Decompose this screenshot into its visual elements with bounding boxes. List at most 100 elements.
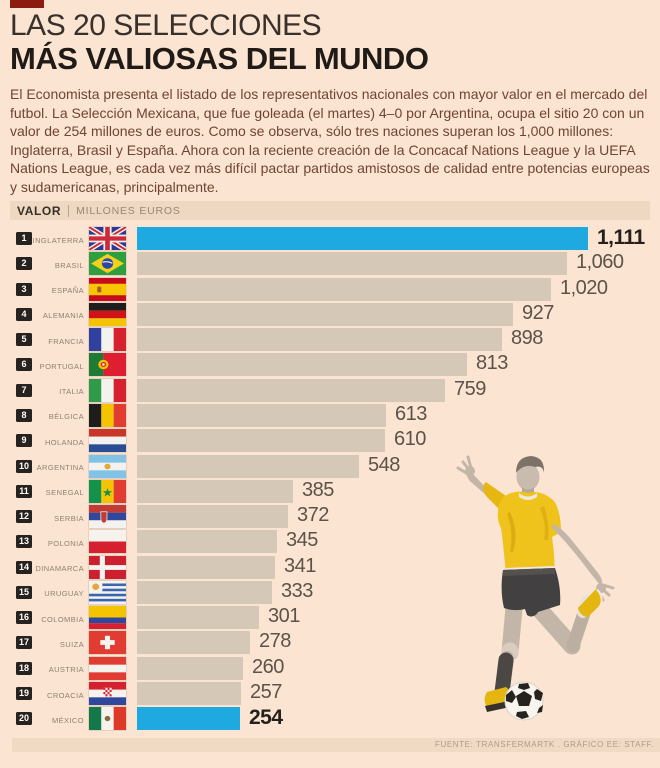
value-label: 278 — [259, 630, 291, 653]
country-label: SERBIA — [54, 513, 84, 523]
chart-header-strip: VALOR MILLONES EUROS — [10, 201, 650, 220]
value-bar — [137, 530, 277, 554]
units-label: MILLONES EUROS — [76, 204, 181, 217]
rank-badge: 2 — [16, 257, 32, 271]
italy-flag-icon — [89, 378, 126, 402]
chart-row-croacia: 19 CROACIA 257 — [0, 681, 660, 706]
chart-row-senegal: 11 SENEGAL 385 — [0, 478, 660, 503]
value-bar — [137, 302, 513, 326]
france-flag-icon — [89, 328, 126, 352]
country-label: ESPAÑA — [51, 286, 84, 296]
argentina-flag-icon — [89, 454, 126, 478]
rank-badge: 14 — [16, 560, 32, 574]
chart-row-italia: 7 ITALIA 759 — [0, 377, 660, 402]
denmark-flag-icon — [89, 555, 126, 579]
rank-badge: 5 — [16, 333, 32, 347]
value-bar — [137, 403, 386, 427]
header-divider — [68, 204, 70, 217]
serbia-flag-icon — [89, 505, 126, 529]
value-label: 345 — [286, 529, 318, 552]
germany-flag-icon — [89, 302, 126, 326]
uruguay-flag-icon — [89, 580, 126, 604]
chart-row-uruguay: 15 URUGUAY 333 — [0, 579, 660, 604]
rank-badge: 8 — [16, 408, 32, 422]
source-credit: FUENTE: TRANSFERMARTK . GRÁFICO EE: STAF… — [12, 738, 660, 752]
country-label: INGLATERRA — [32, 235, 84, 245]
country-label: DINAMARCA — [35, 564, 84, 574]
chart-row-portugal: 6 PORTUGAL 813 — [0, 352, 660, 377]
value-label: 260 — [252, 655, 284, 678]
country-label: HOLANDA — [44, 437, 84, 447]
soccer-player-graphic — [456, 455, 615, 721]
netherlands-flag-icon — [89, 429, 126, 453]
chart-row-serbia: 12 SERBIA 372 — [0, 504, 660, 529]
chart-row-polonia: 13 POLONIA 345 — [0, 529, 660, 554]
brazil-flag-icon — [89, 252, 126, 276]
rank-badge: 1 — [16, 232, 32, 245]
value-label: 548 — [368, 453, 400, 476]
value-bar — [137, 328, 502, 352]
chart-row-austria: 18 AUSTRIA 260 — [0, 655, 660, 680]
value-label: 257 — [250, 681, 282, 704]
value-bar — [137, 429, 385, 453]
rank-badge: 16 — [16, 611, 32, 625]
value-bar — [137, 555, 275, 579]
value-label: 927 — [522, 301, 554, 324]
value-label: 385 — [302, 478, 334, 501]
value-label: 333 — [281, 579, 313, 602]
value-label: 759 — [454, 377, 486, 400]
value-label: 341 — [284, 554, 316, 577]
value-bar — [137, 378, 445, 402]
value-bar — [137, 631, 250, 655]
country-label: CROACIA — [47, 690, 84, 700]
uk-flag-icon — [89, 227, 126, 250]
country-label: BRASIL — [54, 260, 84, 270]
value-label: 1,020 — [560, 276, 608, 299]
value-bar — [137, 252, 567, 276]
chart-row-holanda: 9 HOLANDA 610 — [0, 428, 660, 453]
value-bar — [137, 656, 243, 680]
value-label: 1,060 — [576, 251, 624, 274]
chart-row-francia: 5 FRANCIA 898 — [0, 327, 660, 352]
rank-badge: 19 — [16, 687, 32, 701]
belgium-flag-icon — [89, 403, 126, 427]
value-bar — [137, 227, 588, 250]
country-label: AUSTRIA — [48, 665, 84, 675]
colombia-flag-icon — [89, 606, 126, 630]
value-label-heading: VALOR — [17, 203, 62, 218]
rank-badge: 15 — [16, 585, 32, 599]
spain-flag-icon — [89, 277, 126, 301]
rank-badge: 13 — [16, 535, 32, 549]
chart-row-dinamarca: 14 DINAMARCA 341 — [0, 554, 660, 579]
rank-badge: 9 — [16, 434, 32, 448]
rank-badge: 7 — [16, 383, 32, 397]
country-label: POLONIA — [47, 538, 84, 548]
value-bar — [137, 454, 359, 478]
value-label: 813 — [476, 352, 508, 375]
poland-flag-icon — [89, 530, 126, 554]
austria-flag-icon — [89, 656, 126, 680]
intro-paragraph: El Economista presenta el listado de los… — [10, 86, 650, 195]
country-label: ALEMANIA — [42, 311, 84, 321]
chart-row-méxico: 20 MÉXICO 254 — [0, 706, 660, 731]
croatia-flag-icon — [89, 682, 126, 706]
value-label: 613 — [395, 402, 427, 425]
title-line-1: LAS 20 SELECCIONES — [10, 9, 322, 42]
value-bar — [137, 682, 241, 706]
title-line-2: MÁS VALIOSAS DEL MUNDO — [10, 41, 429, 76]
value-label: 254 — [249, 706, 283, 730]
value-label: 610 — [394, 428, 426, 451]
senegal-flag-icon — [89, 479, 126, 503]
chart-row-argentina: 10 ARGENTINA 548 — [0, 453, 660, 478]
rank-badge: 20 — [16, 712, 32, 726]
value-label: 1,111 — [597, 226, 645, 249]
value-bar — [137, 479, 293, 503]
value-bar — [137, 277, 551, 301]
country-label: COLOMBIA — [41, 614, 84, 624]
value-bar — [137, 505, 288, 529]
rank-badge: 3 — [16, 282, 32, 296]
value-bar — [137, 353, 467, 377]
country-label: PORTUGAL — [39, 361, 84, 371]
chart-row-colombia: 16 COLOMBIA 301 — [0, 605, 660, 630]
